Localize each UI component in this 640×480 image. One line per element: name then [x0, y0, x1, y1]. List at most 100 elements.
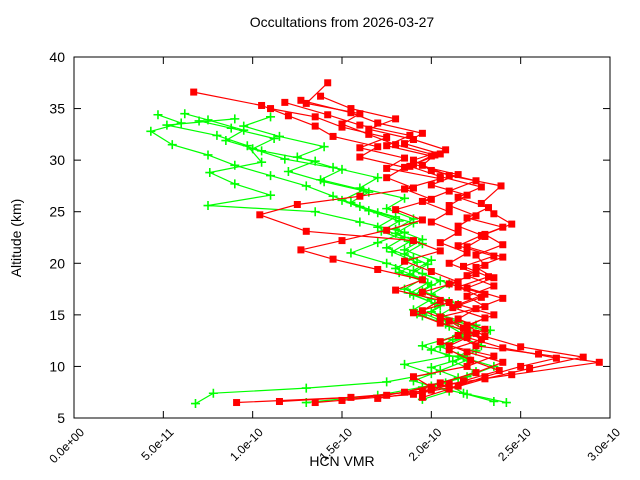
filled-square-marker [392, 141, 400, 149]
filled-square-marker [490, 210, 498, 218]
filled-square-marker [356, 121, 364, 129]
plus-marker [310, 207, 320, 217]
y-tick-label: 35 [49, 101, 65, 117]
plus-marker [412, 257, 422, 267]
plus-marker [203, 201, 213, 211]
filled-square-marker [463, 284, 471, 292]
plus-marker [208, 388, 218, 398]
filled-square-marker [427, 195, 435, 203]
filled-square-marker [477, 336, 485, 344]
filled-square-marker [297, 96, 305, 104]
filled-square-marker [463, 272, 471, 280]
x-tick-label: 1.0e-10 [227, 425, 266, 464]
plus-marker [248, 144, 258, 154]
red-occultation-profile-4-line [270, 108, 505, 402]
filled-square-marker [454, 278, 462, 286]
filled-square-marker [374, 143, 382, 151]
filled-square-marker [472, 251, 480, 259]
filled-square-marker [463, 191, 471, 199]
filled-square-marker [418, 216, 426, 224]
filled-square-marker [374, 119, 382, 127]
plus-marker [153, 110, 163, 120]
filled-square-marker [383, 174, 391, 182]
plus-marker [382, 258, 392, 268]
filled-square-marker [445, 280, 453, 288]
filled-square-marker [427, 218, 435, 226]
filled-square-marker [499, 358, 507, 366]
filled-square-marker [472, 305, 480, 313]
filled-square-marker [356, 144, 364, 152]
plus-marker [205, 168, 215, 178]
y-tick-label: 20 [49, 255, 65, 271]
filled-square-marker [517, 343, 525, 351]
filled-square-marker [418, 307, 426, 315]
plus-marker [319, 142, 329, 152]
filled-square-marker [436, 150, 444, 158]
filled-square-marker [302, 227, 310, 235]
filled-square-marker [472, 369, 480, 377]
y-tick-label: 15 [49, 307, 65, 323]
filled-square-marker [233, 399, 241, 407]
filled-square-marker [383, 142, 391, 150]
y-tick-label: 5 [57, 410, 65, 426]
plus-marker [269, 133, 279, 143]
plus-marker [239, 121, 249, 131]
filled-square-marker [329, 132, 337, 140]
filled-square-marker [552, 354, 560, 362]
plus-marker [274, 131, 284, 141]
filled-square-marker [579, 353, 587, 361]
filled-square-marker [338, 123, 346, 131]
filled-square-marker [418, 288, 426, 296]
y-tick-label: 10 [49, 358, 65, 374]
filled-square-marker [454, 301, 462, 309]
filled-square-marker [436, 319, 444, 327]
filled-square-marker [490, 252, 498, 260]
plus-marker [346, 248, 356, 258]
filled-square-marker [445, 187, 453, 195]
filled-square-marker [317, 92, 325, 100]
plus-marker [230, 114, 240, 124]
plus-marker [266, 190, 276, 200]
filled-square-marker [401, 140, 409, 148]
plus-marker [489, 396, 499, 406]
plus-marker [194, 116, 204, 126]
plus-marker [382, 204, 392, 214]
plus-marker [400, 245, 410, 255]
filled-square-marker [409, 184, 417, 192]
filled-square-marker [445, 172, 453, 180]
plus-marker [417, 341, 427, 351]
filled-square-marker [481, 232, 489, 240]
filled-square-marker [347, 105, 355, 113]
filled-square-marker [508, 371, 516, 379]
red-occultation-profile-5-line [320, 95, 584, 398]
filled-square-marker [499, 223, 507, 231]
filled-square-marker [445, 202, 453, 210]
plus-marker [266, 112, 276, 122]
filled-square-marker [324, 111, 332, 119]
filled-square-marker [406, 131, 414, 139]
filled-square-marker [284, 112, 292, 120]
filled-square-marker [481, 261, 489, 269]
red-occultation-profile-6-line [284, 101, 505, 399]
filled-square-marker [293, 200, 301, 208]
plot-border [73, 56, 611, 419]
filled-square-marker [535, 350, 543, 358]
filled-square-marker [472, 212, 480, 220]
filled-square-marker [406, 162, 414, 170]
filled-square-marker [409, 309, 417, 317]
filled-square-marker [459, 324, 467, 332]
x-tick-label: 5.0e-11 [138, 425, 176, 463]
plus-marker [426, 345, 436, 355]
x-tick-label: 0.0e+00 [46, 425, 87, 466]
filled-square-marker [481, 314, 489, 322]
filled-square-marker [401, 185, 409, 193]
filled-square-marker [472, 177, 480, 185]
filled-square-marker [499, 241, 507, 249]
x-axis-label: HCN VMR [309, 453, 375, 469]
filled-square-marker [499, 253, 507, 261]
plus-marker [167, 140, 177, 150]
plus-marker [382, 377, 392, 387]
filled-square-marker [477, 199, 485, 207]
filled-square-marker [467, 356, 475, 364]
filled-square-marker [445, 317, 453, 325]
